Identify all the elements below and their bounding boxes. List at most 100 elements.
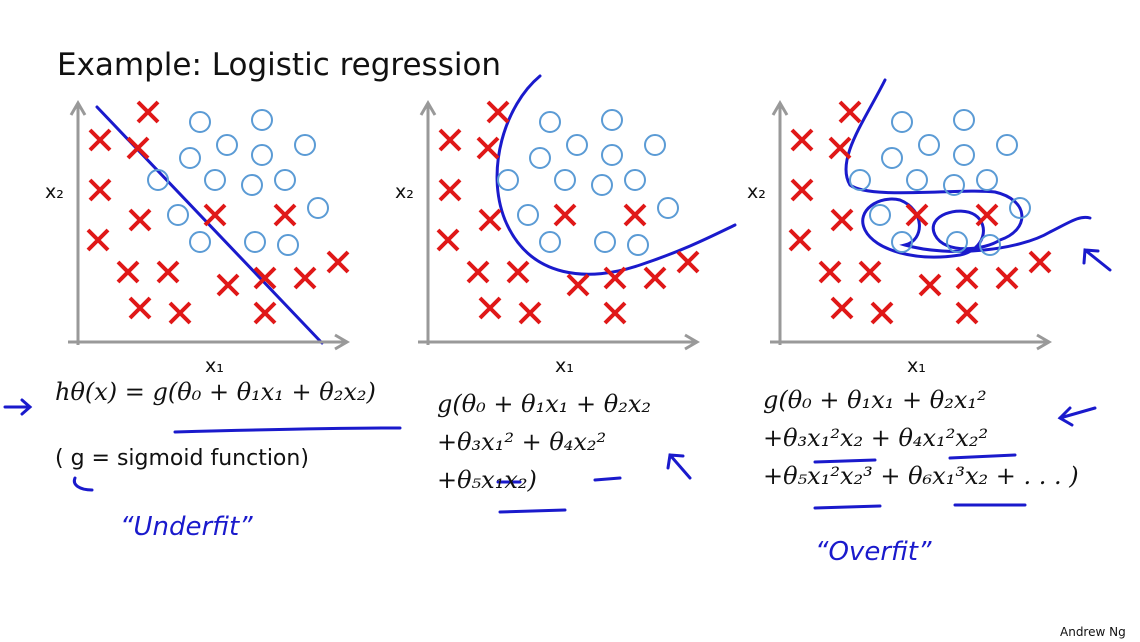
circle-marker (539, 111, 561, 133)
circle-marker (644, 134, 666, 156)
cross-marker (858, 260, 882, 284)
circle-marker (953, 144, 975, 166)
cross-marker (486, 100, 510, 124)
y-axis-label: x₂ (395, 181, 414, 203)
circle-marker (497, 169, 519, 191)
cross-marker (838, 100, 862, 124)
title: Example: Logistic regression (57, 47, 501, 83)
formula-line: g(θ₀ + θ₁x₁ + θ₂x₂ (437, 390, 651, 418)
cross-marker (168, 301, 192, 325)
cross-marker (273, 203, 297, 227)
pointer-arrow (3, 398, 33, 416)
circle-marker (976, 169, 998, 191)
formula-line: +θ₃x₁²x₂ + θ₄x₁²x₂² (763, 424, 988, 452)
pointer-arrow (1082, 248, 1112, 272)
footer: Andrew Ng (1060, 625, 1126, 639)
y-axis-label: x₂ (45, 181, 64, 203)
axis-arrow (771, 100, 1052, 351)
cross-marker (603, 301, 627, 325)
cross-marker (128, 208, 152, 232)
cross-marker (253, 301, 277, 325)
cross-marker (603, 266, 627, 290)
cross-marker (830, 208, 854, 232)
cross-marker (478, 296, 502, 320)
circle-marker (539, 231, 561, 253)
circle-marker (241, 174, 263, 196)
cross-marker (818, 260, 842, 284)
circle-marker (216, 134, 238, 156)
x-axis-label: x₁ (205, 355, 224, 377)
circle-marker (601, 109, 623, 131)
cross-marker (436, 228, 460, 252)
cross-marker (1028, 250, 1052, 274)
circle-marker (953, 109, 975, 131)
circle-marker (624, 169, 646, 191)
axes (770, 105, 1047, 345)
cross-marker (955, 301, 979, 325)
axes (68, 105, 345, 345)
pointer-arrow (72, 476, 94, 492)
y-axis-label: x₂ (747, 181, 766, 203)
circle-marker (244, 231, 266, 253)
circle-marker (627, 234, 649, 256)
circle-marker (906, 169, 928, 191)
circle-marker (517, 204, 539, 226)
circle-marker (566, 134, 588, 156)
axis-arrow (419, 100, 700, 351)
circle-marker (601, 144, 623, 166)
cross-marker (438, 128, 462, 152)
cross-marker (88, 128, 112, 152)
cross-marker (788, 228, 812, 252)
underline (813, 453, 1027, 510)
circle-marker (1009, 197, 1031, 219)
formula-line: +θ₅x₁²x₂³ + θ₆x₁³x₂ + . . . ) (763, 462, 1079, 490)
decision-boundary (495, 74, 737, 276)
circle-marker (891, 231, 913, 253)
circle-marker (179, 147, 201, 169)
circle-marker (294, 134, 316, 156)
cross-marker (828, 136, 852, 160)
circle-marker (274, 169, 296, 191)
underline (496, 476, 622, 514)
cross-marker (478, 208, 502, 232)
cross-marker (830, 296, 854, 320)
circle-marker (189, 111, 211, 133)
cross-marker (116, 260, 140, 284)
circle-marker (891, 111, 913, 133)
cross-marker (790, 178, 814, 202)
circle-marker (147, 169, 169, 191)
cross-marker (518, 301, 542, 325)
formula-line: hθ(x) = g(θ₀ + θ₁x₁ + θ₂x₂) (55, 378, 376, 406)
circle-marker (657, 197, 679, 219)
axes (418, 105, 695, 345)
cross-marker (995, 266, 1019, 290)
handwritten-annotation: “Underfit” (120, 512, 253, 542)
cross-marker (623, 203, 647, 227)
underline (173, 426, 402, 434)
circle-marker (167, 204, 189, 226)
cross-marker (203, 203, 227, 227)
circle-marker (849, 169, 871, 191)
circle-marker (529, 147, 551, 169)
cross-marker (905, 203, 929, 227)
circle-marker (918, 134, 940, 156)
pointer-arrow (1057, 406, 1097, 427)
circle-marker (869, 204, 891, 226)
circle-marker (881, 147, 903, 169)
cross-marker (918, 273, 942, 297)
cross-marker (128, 296, 152, 320)
cross-marker (293, 266, 317, 290)
cross-marker (136, 100, 160, 124)
handwritten-annotation: “Overfit” (815, 537, 932, 567)
circle-marker (251, 109, 273, 131)
circle-marker (591, 174, 613, 196)
formula-line: g(θ₀ + θ₁x₁ + θ₂x₁² (763, 386, 987, 414)
formula-note: ( g = sigmoid function) (55, 446, 309, 471)
cross-marker (955, 266, 979, 290)
pointer-arrow (666, 453, 692, 480)
cross-marker (466, 260, 490, 284)
cross-marker (553, 203, 577, 227)
cross-marker (88, 178, 112, 202)
cross-marker (216, 273, 240, 297)
